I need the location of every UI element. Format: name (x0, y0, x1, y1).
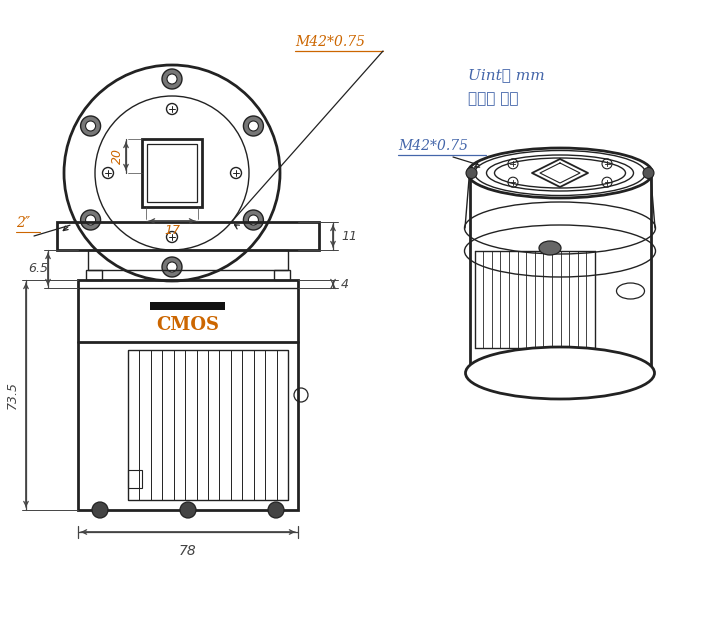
Circle shape (162, 257, 182, 277)
Ellipse shape (539, 241, 561, 255)
Circle shape (167, 74, 177, 84)
Text: 20: 20 (111, 148, 124, 164)
Text: 单位： 毫米: 单位： 毫米 (468, 92, 518, 107)
Bar (88, 250, 288, 270)
Text: M42*0.75: M42*0.75 (398, 139, 468, 153)
Circle shape (162, 69, 182, 89)
Bar (78, 280, 298, 510)
Circle shape (81, 210, 101, 230)
Circle shape (86, 121, 96, 131)
Circle shape (92, 502, 108, 518)
Circle shape (248, 121, 258, 131)
Circle shape (244, 116, 263, 136)
Circle shape (268, 502, 284, 518)
Bar (142, 139, 202, 207)
Text: M42*0.75: M42*0.75 (295, 35, 365, 49)
Text: CMOS: CMOS (156, 316, 219, 334)
Text: 2″: 2″ (16, 216, 30, 230)
Circle shape (167, 262, 177, 272)
Text: 17: 17 (164, 224, 180, 237)
Circle shape (248, 215, 258, 225)
Text: 78: 78 (179, 544, 197, 558)
Text: 73.5: 73.5 (6, 381, 18, 409)
Bar (86, 270, 102, 280)
Bar (147, 144, 197, 202)
Circle shape (643, 168, 654, 179)
Circle shape (86, 215, 96, 225)
Ellipse shape (466, 347, 655, 399)
Circle shape (244, 210, 263, 230)
Bar (57, 222, 319, 250)
Text: 11: 11 (341, 229, 357, 242)
Bar (128, 470, 142, 488)
Circle shape (180, 502, 196, 518)
Circle shape (466, 168, 477, 179)
Circle shape (81, 116, 101, 136)
Text: 6.5: 6.5 (28, 262, 48, 275)
Text: Uint： mm: Uint： mm (468, 68, 545, 82)
Text: 4: 4 (341, 277, 349, 290)
Bar (274, 270, 290, 280)
Bar (128, 350, 288, 500)
Bar (150, 302, 225, 310)
